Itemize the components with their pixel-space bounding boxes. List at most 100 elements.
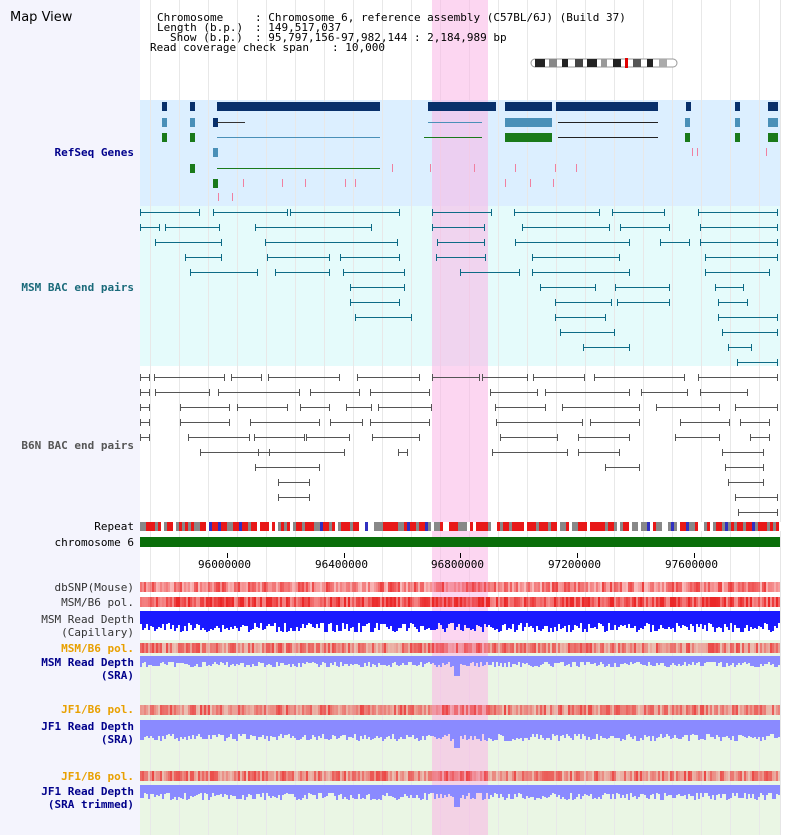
gene-feature[interactable] — [428, 122, 482, 123]
msm-bac-pair[interactable] — [705, 272, 770, 273]
b6n-bac-pair[interactable] — [254, 437, 305, 438]
msm-bac-pair[interactable] — [555, 302, 612, 303]
b6n-bac-pair[interactable] — [357, 377, 420, 378]
b6n-bac-pair[interactable] — [578, 452, 620, 453]
b6n-bac-pair[interactable] — [500, 437, 558, 438]
b6n-bac-pair[interactable] — [140, 407, 150, 408]
gene-feature[interactable] — [217, 137, 380, 138]
b6n-bac-pair[interactable] — [496, 422, 583, 423]
gene-feature[interactable] — [428, 102, 496, 111]
b6n-bac-pair[interactable] — [330, 422, 363, 423]
msm-bac-pair[interactable] — [700, 227, 778, 228]
gene-feature[interactable] — [768, 133, 778, 142]
b6n-bac-pair[interactable] — [346, 407, 372, 408]
b6n-bac-pair[interactable] — [140, 422, 150, 423]
b6n-bac-pair[interactable] — [738, 512, 778, 513]
msm-bac-pair[interactable] — [698, 212, 778, 213]
b6n-bac-pair[interactable] — [268, 377, 340, 378]
msm-bac-pair[interactable] — [615, 287, 670, 288]
b6n-bac-pair[interactable] — [490, 392, 538, 393]
msm-bac-pair[interactable] — [728, 347, 752, 348]
msm-bac-pair[interactable] — [718, 317, 778, 318]
msm-bac-pair[interactable] — [460, 272, 520, 273]
b6n-bac-pair[interactable] — [432, 377, 480, 378]
b6n-bac-pair[interactable] — [578, 437, 630, 438]
gene-feature[interactable] — [556, 102, 658, 111]
b6n-bac-pair[interactable] — [180, 407, 230, 408]
b6n-bac-pair[interactable] — [372, 437, 420, 438]
msm-bac-pair[interactable] — [722, 332, 778, 333]
msm-bac-pair[interactable] — [267, 257, 330, 258]
b6n-bac-pair[interactable] — [495, 407, 546, 408]
msm-bac-pair[interactable] — [290, 212, 400, 213]
chromosome-ideogram[interactable] — [529, 53, 679, 68]
b6n-bac-pair[interactable] — [140, 392, 150, 393]
gene-feature[interactable] — [505, 118, 552, 127]
b6n-bac-pair[interactable] — [675, 437, 720, 438]
b6n-bac-pair[interactable] — [482, 377, 528, 378]
b6n-bac-pair[interactable] — [700, 392, 748, 393]
b6n-bac-pair[interactable] — [725, 467, 764, 468]
msm-bac-pair[interactable] — [620, 227, 670, 228]
b6n-bac-pair[interactable] — [180, 422, 230, 423]
msm-bac-pair[interactable] — [532, 272, 630, 273]
msm-bac-pair[interactable] — [617, 302, 670, 303]
b6n-bac-pair[interactable] — [200, 452, 270, 453]
msm-bac-pair[interactable] — [432, 212, 492, 213]
b6n-bac-pair[interactable] — [255, 467, 320, 468]
msm-bac-pair[interactable] — [255, 227, 372, 228]
b6n-bac-pair[interactable] — [533, 377, 585, 378]
gene-feature[interactable] — [217, 168, 380, 169]
gene-feature[interactable] — [768, 102, 778, 111]
b6n-bac-pair[interactable] — [545, 392, 630, 393]
msm-bac-pair[interactable] — [660, 242, 690, 243]
msm-bac-pair[interactable] — [140, 227, 160, 228]
msm-bac-pair[interactable] — [700, 242, 778, 243]
msm-bac-pair[interactable] — [715, 287, 744, 288]
b6n-bac-pair[interactable] — [218, 392, 300, 393]
msm-bac-pair[interactable] — [355, 317, 412, 318]
b6n-bac-pair[interactable] — [310, 392, 360, 393]
msm-bac-pair[interactable] — [718, 302, 748, 303]
msm-bac-pair[interactable] — [540, 287, 596, 288]
b6n-bac-pair[interactable] — [641, 392, 688, 393]
msm-bac-pair[interactable] — [190, 272, 258, 273]
b6n-bac-pair[interactable] — [188, 437, 250, 438]
gene-feature[interactable] — [558, 122, 658, 123]
b6n-bac-pair[interactable] — [155, 392, 210, 393]
gene-feature[interactable] — [768, 118, 778, 127]
msm-bac-pair[interactable] — [432, 227, 485, 228]
b6n-bac-pair[interactable] — [378, 407, 432, 408]
b6n-bac-pair[interactable] — [140, 437, 150, 438]
b6n-bac-pair[interactable] — [728, 482, 764, 483]
b6n-bac-pair[interactable] — [735, 497, 778, 498]
msm-bac-pair[interactable] — [140, 212, 200, 213]
b6n-bac-pair[interactable] — [237, 407, 288, 408]
gene-feature[interactable] — [558, 137, 658, 138]
chromosome-bar[interactable] — [140, 537, 780, 547]
b6n-bac-pair[interactable] — [562, 407, 640, 408]
b6n-bac-pair[interactable] — [492, 452, 568, 453]
msm-bac-pair[interactable] — [437, 242, 485, 243]
b6n-bac-pair[interactable] — [258, 452, 345, 453]
b6n-bac-pair[interactable] — [594, 377, 685, 378]
msm-bac-pair[interactable] — [343, 272, 405, 273]
msm-bac-pair[interactable] — [612, 212, 665, 213]
b6n-bac-pair[interactable] — [735, 407, 778, 408]
msm-bac-pair[interactable] — [185, 257, 222, 258]
b6n-bac-pair[interactable] — [698, 377, 778, 378]
b6n-bac-pair[interactable] — [590, 422, 640, 423]
b6n-bac-pair[interactable] — [605, 467, 640, 468]
b6n-bac-pair[interactable] — [750, 437, 770, 438]
msm-bac-pair[interactable] — [515, 242, 630, 243]
b6n-bac-pair[interactable] — [140, 377, 150, 378]
b6n-bac-pair[interactable] — [300, 407, 330, 408]
msm-bac-pair[interactable] — [560, 332, 615, 333]
b6n-bac-pair[interactable] — [680, 422, 730, 423]
msm-bac-pair[interactable] — [265, 242, 398, 243]
b6n-bac-pair[interactable] — [278, 497, 310, 498]
msm-bac-pair[interactable] — [275, 272, 330, 273]
b6n-bac-pair[interactable] — [740, 422, 770, 423]
b6n-bac-pair[interactable] — [250, 422, 320, 423]
msm-bac-pair[interactable] — [583, 347, 630, 348]
